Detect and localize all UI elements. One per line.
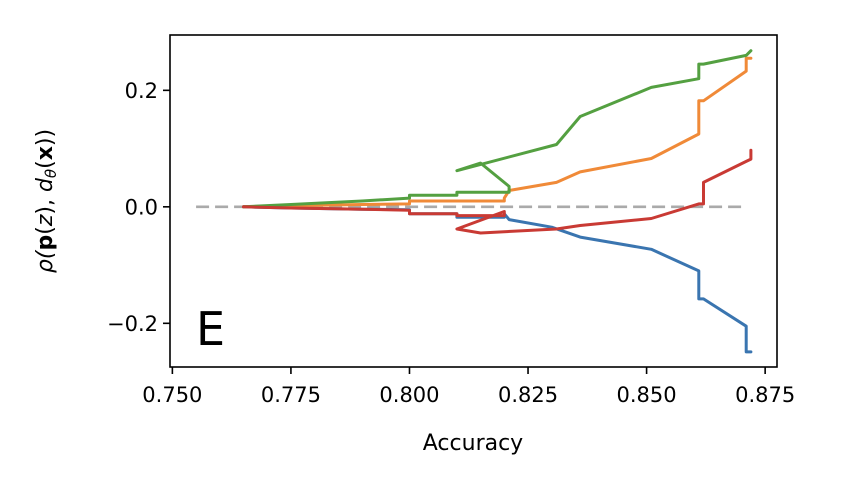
series-line-2: [242, 56, 753, 209]
x-tick-label: 0.850: [617, 383, 677, 407]
panel-label: E: [196, 302, 225, 356]
x-axis-ticks: 0.750 0.775 0.800 0.825 0.850 0.875: [142, 367, 795, 407]
x-tick-label: 0.825: [498, 383, 558, 407]
series-line-1: [242, 205, 753, 354]
y-label-part: z: [33, 214, 58, 227]
series-line-4: [242, 148, 753, 235]
y-label-part: ρ(: [33, 249, 58, 273]
y-tick-label: 0.2: [125, 79, 158, 103]
plot-area: [169, 34, 778, 368]
y-label-part: ),: [33, 192, 58, 215]
series-group: [242, 49, 753, 354]
plot-frame: [169, 34, 778, 368]
y-axis-ticks: −0.2 0.0 0.2: [107, 79, 170, 336]
y-label-part: x: [33, 146, 58, 160]
y-label-part: θ: [42, 169, 60, 178]
y-tick-label: −0.2: [107, 312, 158, 336]
y-tick-label: 0.0: [125, 195, 158, 219]
x-tick-label: 0.775: [261, 383, 321, 407]
y-axis-label: ρ(p(z), dθ(x)): [33, 129, 60, 273]
y-label-part: )): [33, 129, 58, 146]
y-label-part: (: [33, 226, 58, 235]
y-label-part: p: [33, 235, 58, 251]
x-tick-label: 0.750: [142, 383, 202, 407]
y-label-part: d: [33, 177, 58, 192]
x-tick-label: 0.800: [379, 383, 439, 407]
series-line-3: [242, 49, 753, 209]
y-label-part: (: [33, 160, 58, 169]
x-axis-label: Accuracy: [423, 431, 523, 456]
x-tick-label: 0.875: [735, 383, 795, 407]
